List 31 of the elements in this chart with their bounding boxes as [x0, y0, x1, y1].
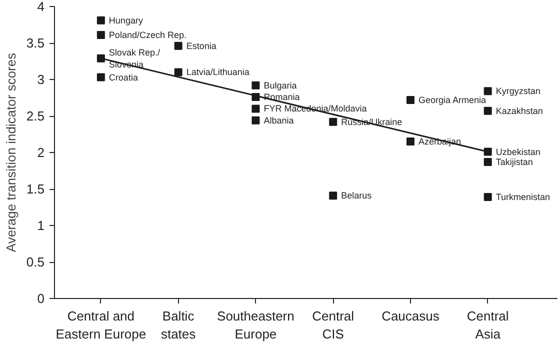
y-tick-label: 2 — [37, 145, 45, 160]
y-tick-label: 3 — [37, 72, 45, 87]
annotation: Albania — [264, 115, 294, 126]
annotation: Georgia Armenia — [418, 94, 486, 105]
x-tick-label: Central CIS — [312, 308, 354, 342]
y-tick-label: 3.5 — [26, 36, 45, 50]
annotation: Uzbekistan — [496, 146, 540, 157]
x-tick-label: Caucasus — [382, 308, 440, 324]
y-tick-label: 1 — [37, 218, 45, 233]
annotation: Latvia/Lithuania — [186, 67, 250, 78]
annotation: Romania — [264, 92, 300, 102]
annotation: Croatia — [108, 72, 138, 82]
x-tick-label: Central Asia — [466, 308, 509, 342]
annotation: Kazakhstan — [496, 106, 543, 116]
y-tick-label: 0.5 — [26, 254, 45, 270]
y-tick-label: 4 — [37, 0, 45, 14]
annotation: Turkmenistan — [496, 192, 550, 202]
y-axis-title: Average transition indicator scores — [3, 52, 18, 252]
annotation: Hungary — [108, 15, 144, 26]
annotation: Estonia — [186, 40, 216, 51]
x-tick-label: Central and Eastern Europe — [56, 308, 146, 342]
x-tick-label: Baltic states — [160, 308, 196, 342]
annotation: Poland/Czech Rep. — [108, 30, 186, 40]
y-tick-label: 1.5 — [26, 182, 45, 196]
y-tick-label: 0 — [37, 291, 45, 306]
y-tick-label: 2.5 — [26, 108, 45, 124]
annotation: Bulgaria — [264, 80, 297, 90]
x-tick-label: Southeastern Europe — [217, 308, 294, 342]
annotation: Takijistan — [496, 156, 533, 167]
annotation: Kyrgyzstan — [496, 86, 540, 96]
annotation: Belarus — [341, 190, 372, 201]
